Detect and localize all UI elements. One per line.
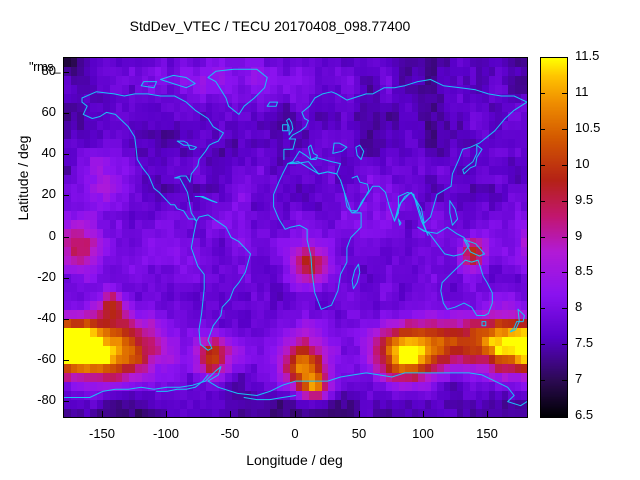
- y-tick-mark: [63, 360, 69, 361]
- colorbar-tick-label: 8.5: [575, 263, 594, 278]
- y-tick-mark: [63, 72, 69, 73]
- x-tick-mark: [423, 411, 424, 417]
- x-tick-mark: [166, 411, 167, 417]
- colorbar-tick-mark: [540, 129, 545, 130]
- colorbar-tick-mark: [562, 237, 567, 238]
- y-tick-mark: [63, 401, 69, 402]
- y-tick-mark: [63, 319, 69, 320]
- colorbar-tick-mark: [540, 344, 545, 345]
- y-tick-label: -60: [37, 351, 56, 366]
- x-tick-label: 100: [412, 426, 434, 441]
- colorbar-tick-label: 7: [575, 371, 583, 386]
- x-axis-label: Longitude / deg: [246, 452, 343, 468]
- heatmap-raster: [64, 58, 527, 417]
- colorbar-tick-label: 10.5: [575, 120, 601, 135]
- colorbar-tick-label: 6.5: [575, 407, 594, 422]
- x-tick-label: 150: [476, 426, 498, 441]
- y-axis-label: Latitude / deg: [15, 135, 31, 221]
- y-tick-label: -40: [37, 310, 56, 325]
- clipped-label-artifact: "rms_: [29, 59, 61, 74]
- x-tick-mark: [102, 411, 103, 417]
- colorbar-tick-mark: [540, 237, 545, 238]
- x-tick-label: -50: [220, 426, 240, 441]
- y-tick-mark: [63, 278, 69, 279]
- colorbar-tick-label: 7.5: [575, 335, 594, 350]
- x-tick-label: 0: [291, 426, 299, 441]
- colorbar-tick-mark: [540, 272, 545, 273]
- y-tick-label: 60: [41, 104, 56, 119]
- colorbar-tick-mark: [540, 93, 545, 94]
- y-tick-mark: [63, 237, 69, 238]
- colorbar-tick-label: 11.5: [575, 48, 600, 63]
- x-tick-label: 50: [351, 426, 367, 441]
- y-tick-label: 20: [41, 186, 56, 201]
- colorbar-tick-label: 8: [575, 299, 583, 314]
- y-tick-mark: [63, 195, 69, 196]
- colorbar-tick-mark: [562, 129, 567, 130]
- x-tick-mark: [359, 411, 360, 417]
- x-tick-label: -150: [88, 426, 116, 441]
- y-tick-label: -20: [37, 269, 56, 284]
- y-tick-mark: [63, 113, 69, 114]
- x-tick-mark: [487, 411, 488, 417]
- chart-title: StdDev_VTEC / TECU 20170408_098.77400: [129, 18, 411, 34]
- heatmap-plot-area: [63, 57, 528, 418]
- colorbar-tick-mark: [540, 201, 545, 202]
- y-tick-label: 0: [48, 228, 56, 243]
- colorbar-tick-mark: [562, 201, 567, 202]
- colorbar-tick-label: 9: [575, 228, 583, 243]
- colorbar-tick-mark: [562, 165, 567, 166]
- y-tick-label: 40: [41, 145, 56, 160]
- colorbar-tick-mark: [562, 272, 567, 273]
- colorbar-tick-mark: [540, 308, 545, 309]
- colorbar-tick-label: 11: [575, 84, 589, 99]
- colorbar-tick-label: 9.5: [575, 192, 594, 207]
- colorbar-tick-mark: [562, 344, 567, 345]
- colorbar-tick-mark: [540, 165, 545, 166]
- colorbar-tick-mark: [562, 308, 567, 309]
- x-tick-mark: [295, 411, 296, 417]
- x-tick-label: -100: [152, 426, 180, 441]
- colorbar-tick-mark: [562, 380, 567, 381]
- x-tick-mark: [230, 411, 231, 417]
- colorbar-tick-label: 10: [575, 156, 590, 171]
- y-tick-label: 80: [41, 63, 56, 78]
- y-tick-label: -80: [37, 392, 56, 407]
- colorbar-tick-mark: [540, 380, 545, 381]
- y-tick-mark: [63, 154, 69, 155]
- colorbar-tick-mark: [562, 93, 567, 94]
